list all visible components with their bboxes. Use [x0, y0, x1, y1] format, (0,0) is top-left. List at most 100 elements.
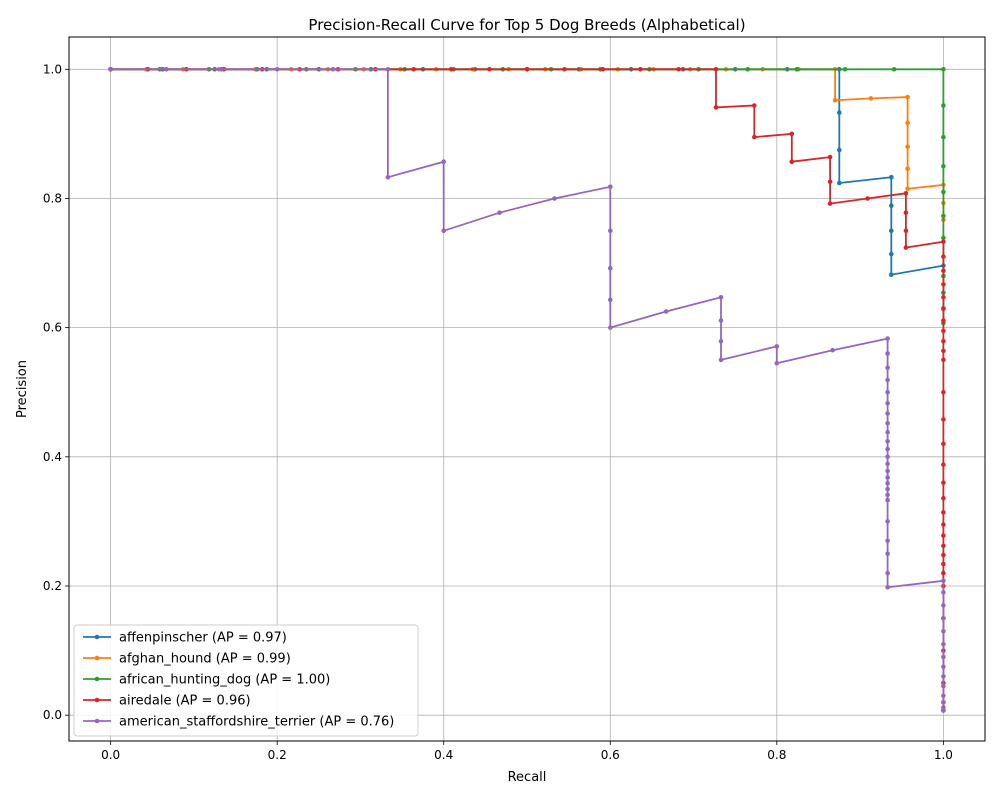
data-point — [868, 96, 874, 101]
data-point — [941, 628, 946, 634]
data-point — [941, 578, 946, 584]
data-point — [903, 191, 909, 196]
data-point — [941, 699, 946, 705]
data-point — [832, 98, 838, 103]
y-tick-label: 0.6 — [43, 321, 62, 335]
data-point — [941, 338, 946, 344]
data-point — [889, 203, 894, 208]
data-point — [718, 338, 724, 344]
data-point — [789, 131, 795, 137]
data-point — [885, 389, 890, 395]
data-point — [889, 174, 894, 180]
data-point — [827, 179, 833, 184]
y-tick-label: 0.2 — [43, 579, 62, 593]
legend-label: airedale (AP = 0.96) — [119, 694, 251, 709]
data-point — [941, 134, 946, 140]
data-point — [385, 174, 391, 180]
data-point — [885, 486, 890, 492]
data-point — [941, 552, 946, 558]
data-point — [885, 420, 890, 426]
data-point — [830, 347, 835, 353]
legend-label: affenpinscher (AP = 0.97) — [119, 631, 287, 646]
data-point — [441, 228, 447, 234]
data-point — [941, 357, 946, 363]
data-point — [487, 67, 492, 72]
data-point — [903, 228, 909, 234]
data-point — [941, 674, 946, 679]
data-point — [889, 228, 894, 234]
data-point — [774, 344, 780, 349]
data-point — [885, 446, 890, 452]
data-point — [713, 105, 719, 110]
data-point — [330, 67, 336, 72]
data-point — [865, 196, 870, 201]
legend-marker — [94, 634, 100, 640]
legend-marker — [94, 676, 100, 682]
data-point — [885, 351, 890, 356]
data-point — [411, 67, 417, 72]
data-point — [600, 67, 606, 72]
data-point — [885, 497, 890, 503]
y-tick-label: 1.0 — [43, 62, 62, 76]
data-point — [885, 551, 890, 556]
data-point — [941, 561, 946, 567]
x-tick-label: 0.8 — [767, 748, 786, 762]
data-point — [891, 67, 897, 72]
data-point — [885, 430, 890, 435]
data-point — [774, 360, 780, 366]
legend: affenpinscher (AP = 0.97) afghan_hound (A… — [73, 624, 419, 737]
data-point — [941, 67, 946, 72]
data-point — [905, 186, 910, 192]
data-point — [552, 196, 557, 201]
y-axis-label: Precision — [15, 360, 30, 418]
data-point — [842, 67, 848, 72]
data-point — [385, 67, 391, 72]
x-axis-label: Recall — [508, 770, 547, 785]
data-point — [941, 641, 946, 647]
data-point — [752, 134, 757, 140]
y-tick-label: 0.8 — [43, 191, 62, 205]
data-point — [941, 533, 946, 538]
data-point — [885, 377, 890, 383]
data-point — [941, 235, 946, 241]
data-point — [941, 348, 946, 354]
data-point — [905, 144, 910, 150]
data-point — [718, 295, 724, 300]
data-point — [941, 295, 946, 300]
data-point — [638, 67, 643, 72]
data-point — [885, 336, 890, 341]
y-tick-label: 0.0 — [43, 708, 62, 722]
data-point — [794, 67, 800, 72]
data-point — [885, 400, 890, 406]
data-point — [885, 365, 890, 371]
data-point — [885, 454, 890, 460]
data-point — [837, 110, 842, 115]
data-point — [941, 543, 946, 549]
data-point — [885, 570, 890, 576]
data-point — [885, 519, 890, 524]
data-point — [941, 318, 946, 323]
data-point — [219, 67, 224, 72]
data-point — [562, 67, 567, 72]
data-point — [941, 328, 946, 334]
data-point — [905, 120, 910, 126]
data-point — [524, 67, 530, 72]
data-point — [608, 228, 613, 234]
data-point — [713, 67, 719, 72]
data-point — [885, 468, 890, 474]
data-point — [827, 154, 833, 160]
legend-box — [73, 624, 419, 737]
data-point — [941, 705, 946, 710]
data-point — [885, 411, 890, 416]
data-point — [941, 590, 946, 595]
data-point — [941, 693, 946, 699]
data-point — [745, 67, 750, 72]
data-point — [441, 159, 447, 164]
data-point — [941, 654, 946, 660]
data-point — [789, 159, 795, 164]
data-point — [905, 94, 910, 100]
data-point — [941, 510, 946, 515]
data-point — [885, 481, 890, 486]
data-point — [941, 480, 946, 486]
data-point — [885, 461, 890, 467]
